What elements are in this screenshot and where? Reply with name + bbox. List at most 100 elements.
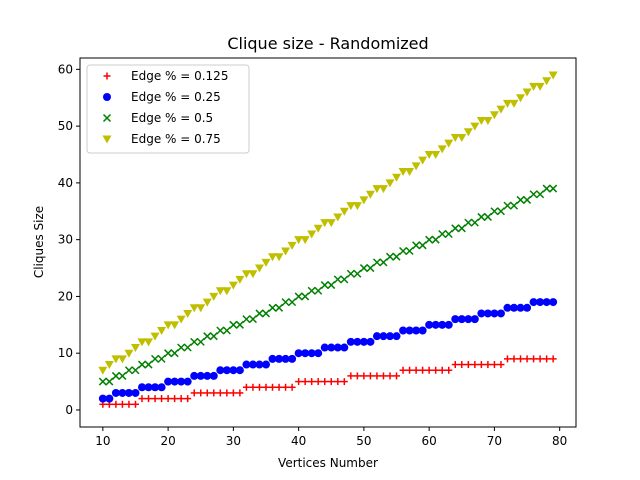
data-point xyxy=(393,372,401,380)
data-point xyxy=(314,349,323,358)
data-point xyxy=(471,361,479,369)
data-point xyxy=(523,195,532,204)
data-point xyxy=(203,371,212,380)
data-point xyxy=(444,139,454,148)
data-point xyxy=(385,252,395,261)
data-point xyxy=(151,395,159,403)
data-point xyxy=(347,372,355,380)
data-point xyxy=(229,389,237,397)
data-point xyxy=(379,372,387,380)
data-point xyxy=(255,360,264,369)
data-point xyxy=(366,337,375,346)
data-point xyxy=(248,315,257,324)
data-point xyxy=(294,349,303,358)
data-point xyxy=(248,360,257,369)
data-point xyxy=(131,388,140,397)
data-point xyxy=(98,366,108,375)
data-point xyxy=(197,389,205,397)
series-2 xyxy=(98,298,558,403)
data-point xyxy=(287,241,297,250)
data-point xyxy=(477,212,486,221)
data-point xyxy=(496,105,506,114)
data-point xyxy=(529,298,538,307)
data-point xyxy=(104,361,114,370)
data-point xyxy=(392,332,401,341)
data-point xyxy=(137,338,147,347)
data-point xyxy=(392,173,402,182)
plot-frame xyxy=(79,57,577,428)
chart-title: Clique size - Randomized xyxy=(227,34,428,53)
data-point xyxy=(275,383,283,391)
data-point xyxy=(282,383,290,391)
data-point xyxy=(477,309,486,318)
data-point xyxy=(229,366,238,375)
data-point xyxy=(464,361,472,369)
y-tick-label: 10 xyxy=(58,346,73,360)
data-point xyxy=(118,400,126,408)
axes: 10 20 30 40 50 60 70 80 0 10 20 30 40 50 60 xyxy=(58,57,577,448)
data-point xyxy=(542,298,551,307)
data-point xyxy=(399,366,407,374)
data-point xyxy=(157,326,167,335)
data-point xyxy=(359,337,368,346)
data-point xyxy=(392,252,401,261)
data-point xyxy=(158,395,166,403)
data-point xyxy=(366,264,375,273)
data-point xyxy=(477,361,485,369)
data-point xyxy=(548,71,558,80)
data-point xyxy=(346,202,356,211)
data-point xyxy=(137,360,147,369)
data-point xyxy=(366,372,374,380)
data-point xyxy=(275,354,284,363)
data-point xyxy=(295,378,303,386)
data-point xyxy=(216,366,225,375)
data-point xyxy=(510,355,518,363)
data-point xyxy=(451,361,459,369)
data-point xyxy=(509,99,519,108)
y-axis-label: Cliques Size xyxy=(32,206,46,278)
data-point xyxy=(353,337,362,346)
data-point xyxy=(177,377,186,386)
data-point xyxy=(229,320,238,329)
data-point xyxy=(464,315,473,324)
data-point xyxy=(190,371,199,380)
data-point xyxy=(496,309,505,318)
data-point xyxy=(490,361,498,369)
data-point xyxy=(450,133,460,142)
data-point xyxy=(320,281,329,290)
data-point xyxy=(411,162,421,171)
data-point xyxy=(405,246,414,256)
data-point xyxy=(111,371,120,380)
data-point xyxy=(542,77,552,86)
data-point xyxy=(196,304,206,313)
data-point xyxy=(445,366,453,374)
data-point xyxy=(176,315,186,324)
data-point xyxy=(405,168,415,177)
data-point xyxy=(339,207,349,216)
data-point xyxy=(196,337,205,346)
data-point xyxy=(209,292,219,301)
data-point xyxy=(483,212,492,221)
data-point xyxy=(124,366,133,375)
data-point xyxy=(308,378,316,386)
data-point xyxy=(163,321,173,330)
data-point xyxy=(223,389,231,397)
data-point xyxy=(516,303,525,312)
data-point xyxy=(321,378,329,386)
x-tick-label: 60 xyxy=(422,434,437,448)
data-point xyxy=(431,320,440,329)
data-point xyxy=(509,201,519,210)
data-point xyxy=(431,151,441,160)
data-point xyxy=(294,236,304,245)
data-point xyxy=(516,195,525,204)
data-point xyxy=(131,400,139,408)
data-point xyxy=(424,151,434,160)
data-point xyxy=(470,218,479,227)
legend-box xyxy=(86,64,250,154)
y-tick-label: 40 xyxy=(58,176,73,190)
data-point xyxy=(262,383,270,391)
data-point xyxy=(307,230,317,239)
data-point xyxy=(268,253,278,262)
data-point xyxy=(457,315,466,324)
data-point xyxy=(314,286,323,295)
